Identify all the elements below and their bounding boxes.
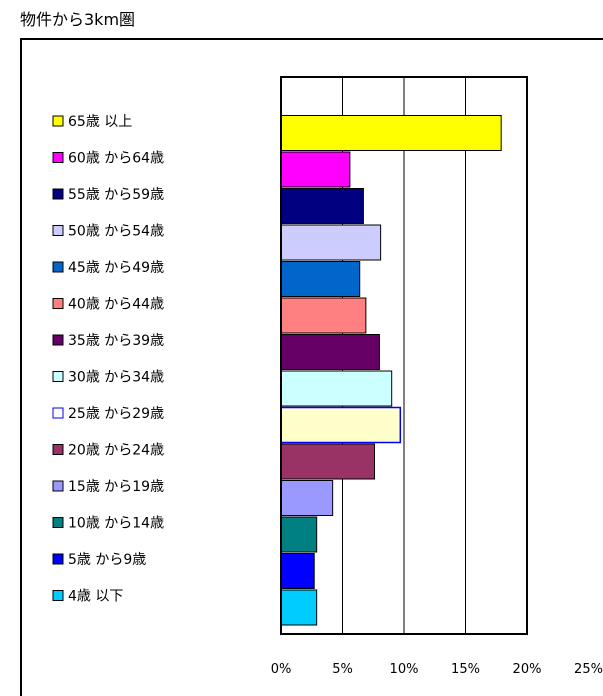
legend-label: 20歳 から24歳 [68, 443, 164, 459]
legend-label: 4歳 以下 [68, 589, 123, 605]
chart-bars [280, 115, 502, 626]
legend-swatch [52, 225, 64, 236]
legend-swatch [52, 298, 64, 309]
chart-title: 物件から3km圏 [20, 10, 136, 29]
bar [280, 224, 382, 261]
legend-label: 30歳 から34歳 [68, 370, 164, 386]
legend-label: 50歳 から54歳 [68, 224, 164, 240]
legend-label: 55歳 から59歳 [68, 187, 164, 203]
legend-swatch [52, 261, 64, 273]
bar [280, 406, 402, 444]
legend-label: 40歳 から44歳 [68, 297, 164, 313]
bar [280, 115, 502, 151]
legend-label: 60歳 から64歳 [68, 151, 164, 167]
bar [280, 553, 315, 589]
legend-label: 35歳 から39歳 [68, 333, 164, 349]
x-tick-label: 20% [513, 662, 542, 677]
x-tick-label: 10% [390, 662, 419, 677]
legend-swatch [52, 590, 64, 601]
x-tick-label: 25% [574, 662, 603, 677]
legend-swatch [52, 334, 64, 346]
legend-label: 10歳 から14歳 [68, 516, 164, 532]
plot-area-border [280, 76, 528, 635]
legend-label: 25歳 から29歳 [68, 406, 164, 422]
x-tick-label: 0% [271, 662, 292, 677]
chart-plot-border [280, 76, 528, 635]
bar [280, 261, 361, 297]
legend-label: 65歳 以上 [68, 114, 132, 130]
legend-swatch [52, 480, 64, 492]
legend-swatch [52, 553, 64, 565]
legend-swatch [52, 188, 64, 200]
bar [280, 589, 318, 626]
bar [280, 334, 380, 370]
x-tick-label: 15% [451, 662, 480, 677]
legend-swatch [52, 444, 64, 455]
bar [280, 297, 367, 334]
bar [280, 480, 334, 516]
legend-swatch [52, 152, 64, 163]
legend-swatch [52, 407, 64, 419]
legend-swatch [52, 517, 64, 528]
bar [280, 516, 318, 553]
legend-label: 5歳 から9歳 [68, 552, 146, 568]
legend-swatch [52, 371, 64, 382]
legend-label: 15歳 から19歳 [68, 479, 164, 495]
legend-swatch [52, 115, 64, 127]
bar [280, 370, 393, 407]
x-tick-label: 5% [332, 662, 353, 677]
bar [280, 188, 364, 224]
bar [280, 151, 351, 188]
chart-tick-labels: 0% 5% 10% 15% 20% 25% [271, 662, 603, 677]
legend-label: 45歳 から49歳 [68, 260, 164, 276]
chart-frame [20, 38, 603, 696]
bar [280, 443, 375, 480]
chart-legend: 65歳 以上 60歳 から64歳 55歳 から59歳 50歳 から54歳 45歳 から4… [52, 114, 164, 605]
